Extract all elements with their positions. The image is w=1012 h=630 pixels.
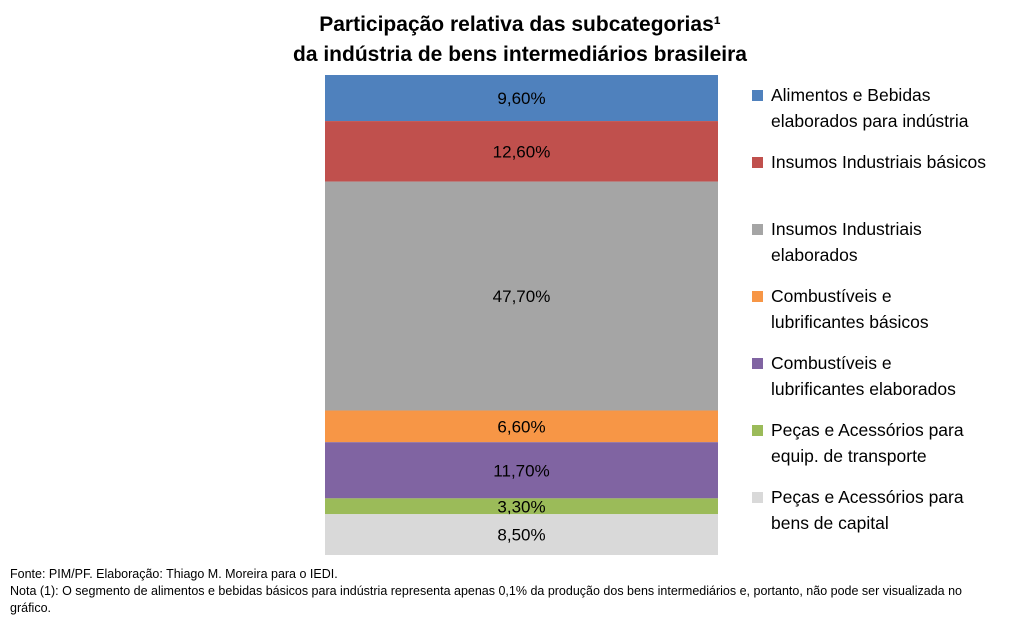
legend-label: Insumos Industriais básicos (771, 152, 986, 172)
chart-title-line-2: da indústria de bens intermediários bras… (293, 43, 747, 66)
data-label-6: 8,50% (497, 526, 545, 545)
data-label-3: 6,60% (497, 417, 545, 436)
legend-item-2: Insumos Industriais elaborados (752, 216, 922, 268)
legend-item-3: Combustíveis e lubrificantes básicos (752, 283, 929, 335)
bar-segment-3 (325, 410, 718, 443)
legend-label: Peças e Acessórios para bens de capital (771, 487, 964, 533)
legend-label: Combustíveis e lubrificantes elaborados (771, 353, 956, 399)
legend-item-1: Insumos Industriais básicos (752, 149, 986, 175)
bar-segment-2 (325, 181, 718, 411)
legend-label: Peças e Acessórios para equip. de transp… (771, 420, 964, 466)
chart-title: Participação relativa das subcategorias¹… (150, 10, 890, 70)
legend-item-6: Peças e Acessórios para bens de capital (752, 484, 964, 536)
data-label-2: 47,70% (493, 287, 551, 306)
legend-swatch (752, 90, 763, 101)
legend-swatch (752, 492, 763, 503)
legend-swatch (752, 224, 763, 235)
data-label-4: 11,70% (493, 461, 549, 480)
source-note: Fonte: PIM/PF. Elaboração: Thiago M. Mor… (10, 567, 338, 581)
bar-segment-5 (325, 498, 718, 515)
legend-swatch (752, 157, 763, 168)
legend-item-0: Alimentos e Bebidas elaborados para indú… (752, 82, 969, 134)
legend-item-4: Combustíveis e lubrificantes elaborados (752, 350, 956, 402)
bar-segment-1 (325, 121, 718, 182)
data-label-0: 9,60% (497, 89, 545, 108)
legend-swatch (752, 358, 763, 369)
bar-segment-6 (325, 514, 718, 555)
footnote: Nota (1): O segmento de alimentos e bebi… (10, 584, 962, 615)
legend-swatch (752, 291, 763, 302)
chart-notes: Fonte: PIM/PF. Elaboração: Thiago M. Mor… (10, 566, 1000, 617)
legend-label: Insumos Industriais elaborados (771, 219, 922, 265)
legend-item-5: Peças e Acessórios para equip. de transp… (752, 417, 964, 469)
chart-title-line-1: Participação relativa das subcategorias¹ (319, 13, 721, 36)
legend-label: Alimentos e Bebidas elaborados para indú… (771, 85, 969, 131)
legend-swatch (752, 425, 763, 436)
data-label-5: 3,30% (497, 497, 545, 516)
bar-segment-4 (325, 442, 718, 499)
data-label-1: 12,60% (493, 142, 551, 161)
bar-segment-0 (325, 75, 718, 122)
legend-label: Combustíveis e lubrificantes básicos (771, 286, 929, 332)
